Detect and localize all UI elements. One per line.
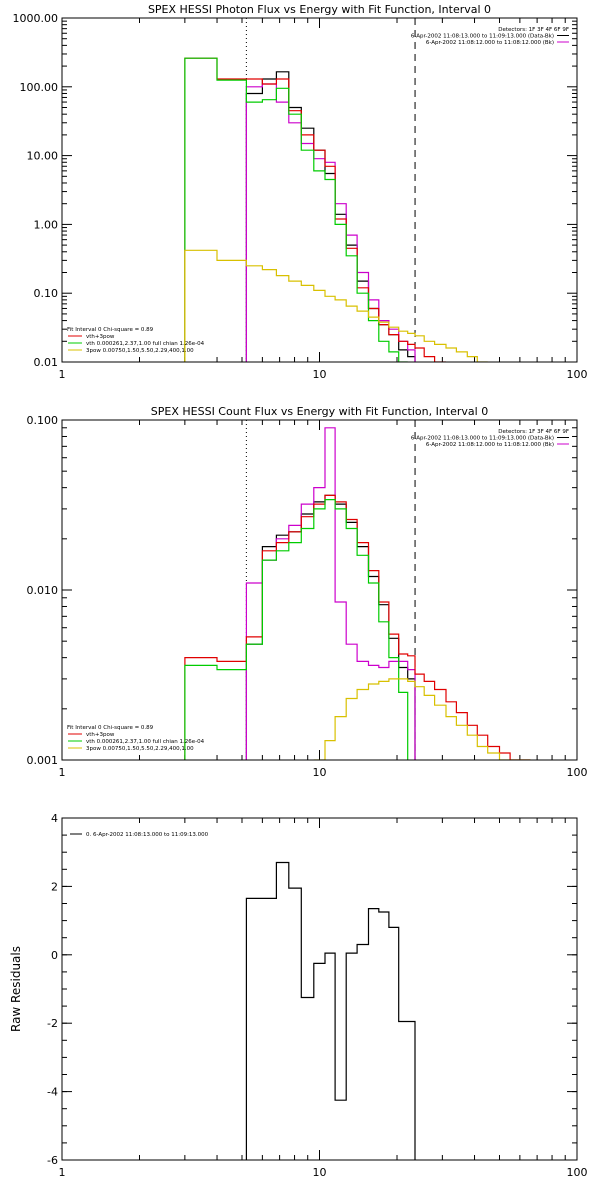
x-tick-label: 1 — [59, 766, 66, 779]
y-tick-label: -4 — [47, 1086, 58, 1099]
x-tick-label: 1 — [59, 1166, 66, 1179]
y-tick-label: -2 — [47, 1017, 58, 1030]
chart-panel-1: SPEX HESSI Count Flux vs Energy with Fit… — [27, 405, 588, 779]
fit-legend-entry: vth+3pow — [86, 732, 115, 738]
series-line-0 — [245, 71, 416, 362]
legend-entry: 6-Apr-2002 11:08:13.000 to 11:09:13.000 … — [411, 34, 554, 40]
series-line-1 — [245, 83, 416, 362]
legend-entry: Detectors: 1F 3F 4F 6F 9F — [498, 27, 569, 33]
y-tick-label: -6 — [47, 1154, 58, 1167]
legend-entry: 6-Apr-2002 11:08:12.000 to 11:08:12.000 … — [426, 442, 554, 448]
y-tick-label: 0.010 — [27, 584, 59, 597]
y-tick-label: 0.10 — [34, 287, 59, 300]
y-tick-label: 4 — [51, 812, 58, 825]
chart-title: SPEX HESSI Photon Flux vs Energy with Fi… — [148, 3, 491, 16]
x-tick-label: 10 — [313, 1166, 327, 1179]
legend-entry: 0. 6-Apr-2002 11:08:13.000 to 11:09:13.0… — [86, 832, 209, 838]
x-tick-label: 10 — [313, 368, 327, 381]
legend-entry: 6-Apr-2002 11:08:12.000 to 11:08:12.000 … — [426, 40, 554, 46]
y-axis-label: Raw Residuals — [9, 946, 23, 1032]
y-tick-label: 10.00 — [27, 150, 59, 163]
plot-frame — [61, 817, 578, 1161]
series-group — [184, 427, 531, 760]
x-tick-label: 10 — [313, 766, 327, 779]
fit-legend-entry: Fit Interval 0 Chi-square = 0.89 — [67, 725, 154, 731]
series-line-4 — [184, 249, 488, 362]
y-tick-label: 0.01 — [34, 356, 59, 369]
chart-panel-2: Raw Residuals 1 10 100 4 2 0 -2 -4 -6 0. 6-Apr-200… — [9, 812, 588, 1179]
x-tick-label: 100 — [567, 368, 588, 381]
plot-frame — [61, 419, 578, 761]
series-line-2 — [184, 57, 446, 362]
y-tick-label: 0.001 — [27, 754, 59, 767]
series-line-0 — [245, 494, 416, 760]
series-group — [245, 861, 416, 1160]
fit-legend-entry: 3pow 0.00750,1.50,5.50,2.29,400,1.00 — [86, 348, 194, 354]
legend-entry: 6-Apr-2002 11:08:13.000 to 11:09:13.000 … — [411, 436, 554, 442]
fit-legend-entry: Fit Interval 0 Chi-square = 0.89 — [67, 327, 154, 333]
plot-frame — [61, 17, 578, 363]
chart-title: SPEX HESSI Count Flux vs Energy with Fit… — [151, 405, 488, 418]
series-line-4 — [313, 678, 531, 760]
chart-panel-0: SPEX HESSI Photon Flux vs Energy with Fi… — [13, 3, 588, 381]
y-tick-label: 0.100 — [27, 414, 59, 427]
y-tick-label: 0 — [51, 949, 58, 962]
y-tick-label: 100.00 — [20, 81, 59, 94]
series-line-1 — [245, 427, 416, 760]
y-tick-label: 1000.00 — [13, 12, 59, 25]
series-line-2 — [184, 494, 531, 760]
y-tick-label: 1.00 — [34, 218, 59, 231]
series-line-3 — [184, 499, 409, 760]
series-line-0 — [245, 861, 416, 1160]
legend-entry: Detectors: 1F 3F 4F 6F 9F — [498, 429, 569, 435]
fit-legend-entry: vth+3pow — [86, 334, 115, 340]
x-tick-label: 100 — [567, 766, 588, 779]
fit-legend-entry: 3pow 0.00750,1.50,5.50,2.29,400,1.00 — [86, 746, 194, 752]
series-line-3 — [184, 57, 408, 362]
series-group — [184, 57, 488, 362]
y-tick-label: 2 — [51, 880, 58, 893]
x-tick-label: 100 — [567, 1166, 588, 1179]
fit-legend-entry: vth 0.000261,2.37,1.00 full chian 1.26e-… — [86, 739, 205, 745]
x-tick-label: 1 — [59, 368, 66, 381]
fit-legend-entry: vth 0.000261,2.37,1.00 full chian 1.26e-… — [86, 341, 205, 347]
